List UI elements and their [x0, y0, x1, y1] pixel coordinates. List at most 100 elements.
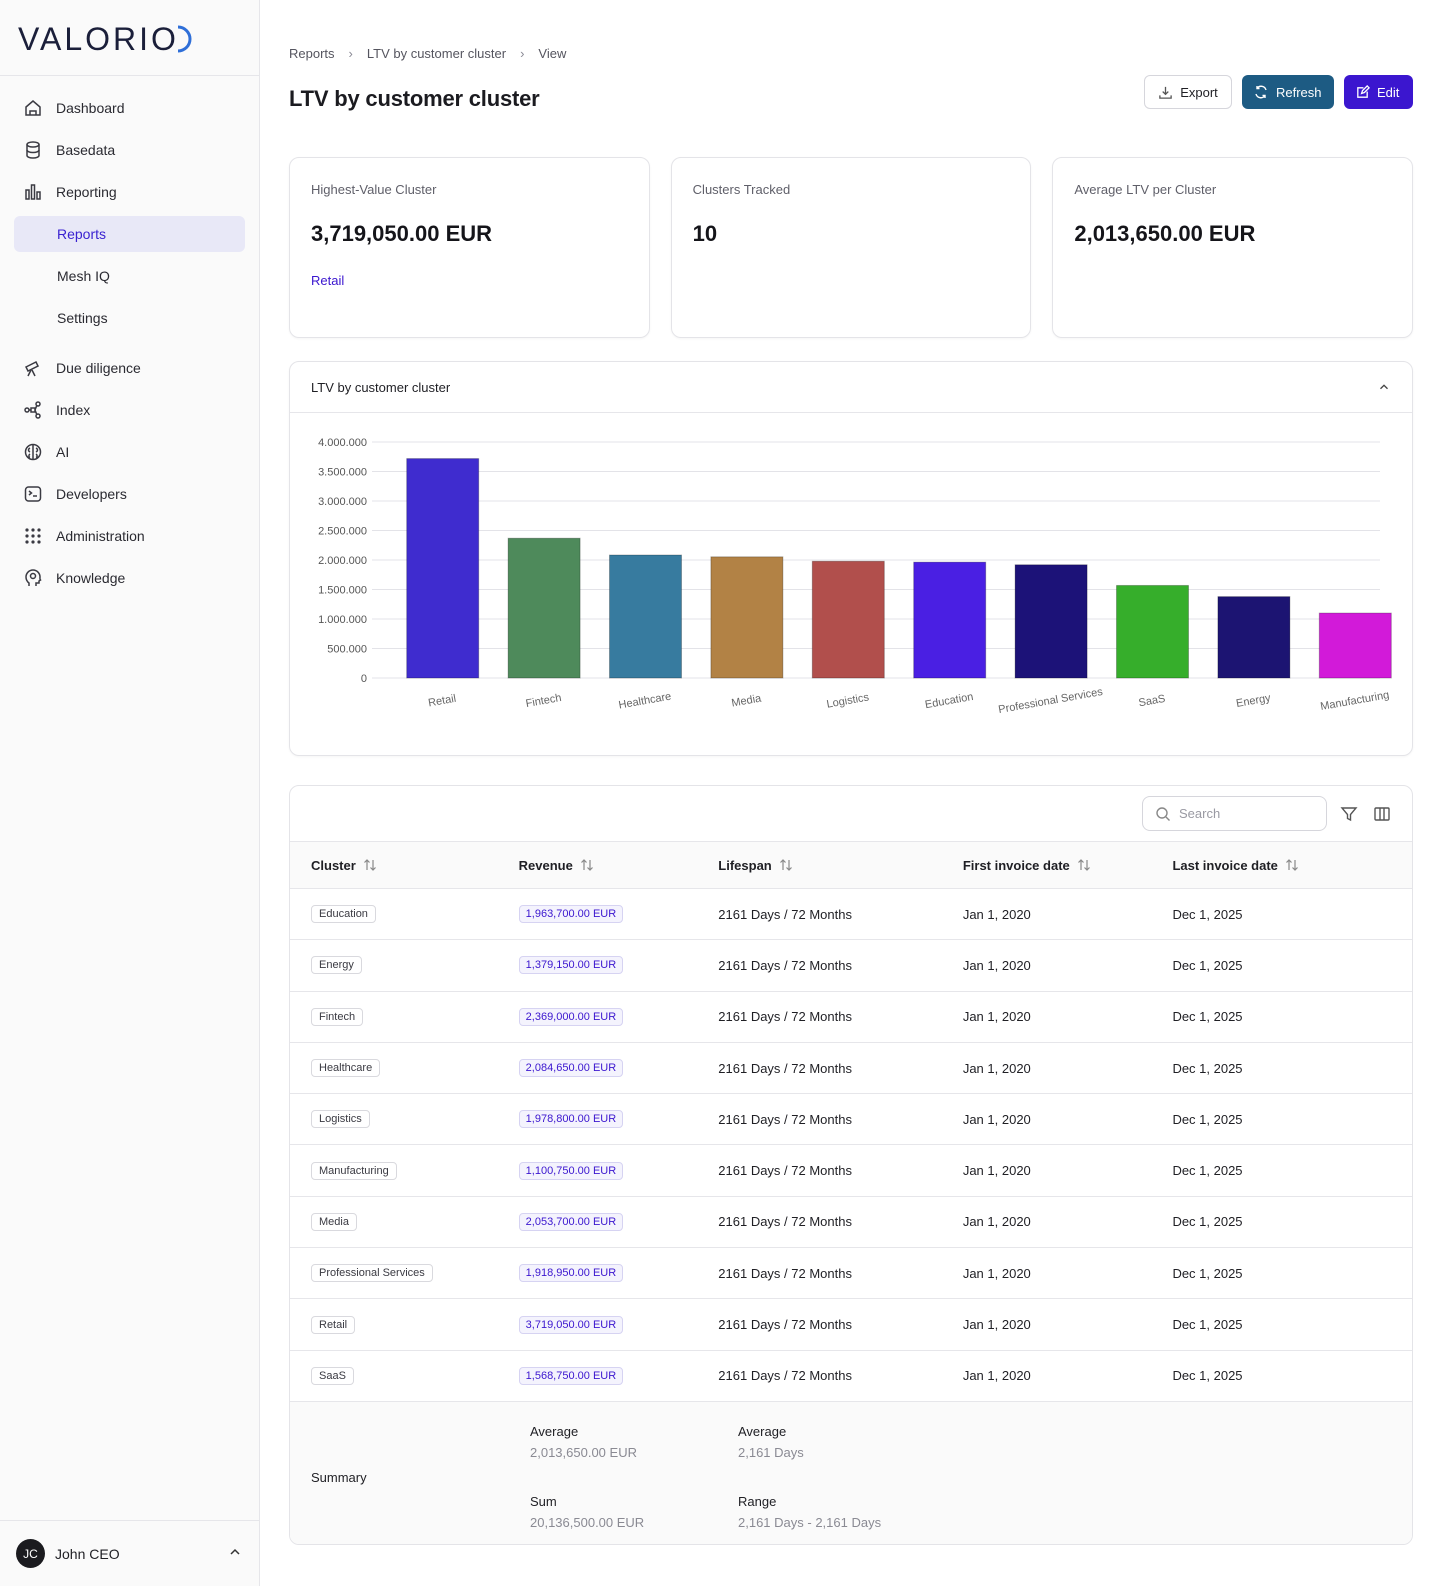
table-toolbar — [290, 786, 1412, 842]
bar-manufacturing[interactable] — [1318, 612, 1392, 679]
column-header-cluster[interactable]: Cluster — [290, 857, 500, 873]
sort-icon[interactable] — [1284, 857, 1300, 873]
avatar: JC — [16, 1539, 45, 1568]
kpi-label: Highest-Value Cluster — [311, 182, 437, 197]
edit-icon — [1357, 84, 1370, 98]
column-header-lifespan[interactable]: Lifespan — [718, 857, 963, 873]
table-row[interactable]: Logistics 1,978,800.00 EUR 2161 Days / 72 … — [290, 1094, 1412, 1146]
revenue-tag: 1,379,150.00 EUR — [518, 956, 624, 975]
sidebar-item-ai[interactable]: AI — [14, 434, 245, 470]
breadcrumb-report-name[interactable]: LTV by customer cluster — [366, 46, 507, 61]
x-tick-label: Media — [731, 692, 763, 709]
bar-education[interactable] — [913, 561, 987, 679]
x-tick-label: Education — [924, 691, 974, 711]
search-input[interactable] — [1179, 806, 1309, 821]
cell-last-invoice: Dec 1, 2025 — [1172, 906, 1243, 922]
bar-fintech[interactable] — [507, 537, 581, 679]
refresh-button[interactable]: Refresh — [1242, 75, 1334, 109]
x-tick-label: Manufacturing — [1319, 689, 1390, 713]
column-header-last-invoice[interactable]: Last invoice date — [1172, 857, 1412, 873]
sidebar-item-mesh-iq[interactable]: Mesh IQ — [14, 258, 245, 294]
sidebar-item-dashboard[interactable]: Dashboard — [14, 90, 245, 126]
download-icon — [1159, 86, 1172, 99]
edit-button[interactable]: Edit — [1344, 75, 1413, 109]
table-row[interactable]: Manufacturing 1,100,750.00 EUR 2161 Days /… — [290, 1145, 1412, 1197]
kpi-value: 3,719,050.00 EUR — [311, 221, 493, 246]
cell-last-invoice: Dec 1, 2025 — [1172, 1317, 1243, 1333]
sidebar-item-label: Reporting — [56, 184, 117, 200]
breadcrumb-reports[interactable]: Reports — [289, 46, 335, 61]
sidebar-item-settings[interactable]: Settings — [14, 300, 245, 336]
user-menu[interactable]: JC John CEO — [0, 1520, 259, 1586]
y-tick-label: 500.000 — [327, 644, 367, 656]
sort-icon[interactable] — [778, 857, 794, 873]
table-row[interactable]: SaaS 1,568,750.00 EUR 2161 Days / 72 Month… — [290, 1351, 1412, 1402]
columns-icon[interactable] — [1373, 805, 1391, 823]
table-row[interactable]: Fintech 2,369,000.00 EUR 2161 Days / 72 Mo… — [290, 992, 1412, 1043]
sort-icon[interactable] — [579, 857, 595, 873]
cell-last-invoice: Dec 1, 2025 — [1172, 1111, 1243, 1127]
cluster-tag: Fintech — [311, 1007, 364, 1026]
column-header-revenue[interactable]: Revenue — [500, 857, 719, 873]
kpi-cluster-link[interactable]: Retail — [311, 273, 345, 288]
cell-first-invoice: Jan 1, 2020 — [962, 1265, 1031, 1281]
sort-icon[interactable] — [1076, 857, 1092, 873]
bar-healthcare[interactable] — [609, 554, 682, 679]
sidebar-item-label: Basedata — [56, 142, 116, 158]
bar-logistics[interactable] — [811, 560, 885, 679]
chevron-up-icon[interactable] — [227, 1544, 243, 1563]
cell-cluster: Energy — [290, 956, 500, 975]
summary-value: 2,161 Days — [738, 1444, 804, 1460]
cell-last-invoice: Dec 1, 2025 — [1172, 1060, 1243, 1076]
sidebar-item-reports[interactable]: Reports — [14, 216, 245, 252]
cell-cluster: Education — [290, 905, 500, 924]
table-row[interactable]: Retail 3,719,050.00 EUR 2161 Days / 72 Mon… — [290, 1299, 1412, 1351]
chevron-right-icon: › — [348, 46, 353, 61]
table-body: Education 1,963,700.00 EUR 2161 Days / 72 … — [290, 889, 1412, 1402]
sidebar-item-reporting[interactable]: Reporting — [14, 174, 245, 210]
bar-saas[interactable] — [1116, 584, 1189, 679]
cluster-tag: Logistics — [311, 1110, 370, 1129]
bar-energy[interactable] — [1217, 596, 1291, 679]
sidebar-item-administration[interactable]: Administration — [14, 518, 245, 554]
data-table-card: Cluster Revenue Lifespan First invoice d… — [289, 785, 1413, 1545]
sidebar-item-due-diligence[interactable]: Due diligence — [14, 350, 245, 386]
cell-first-invoice: Jan 1, 2020 — [962, 1009, 1031, 1025]
brand-logo[interactable]: VALORIO — [0, 0, 259, 76]
column-header-first-invoice[interactable]: First invoice date — [963, 857, 1173, 873]
table-row[interactable]: Media 2,053,700.00 EUR 2161 Days / 72 Mont… — [290, 1197, 1412, 1249]
cluster-tag: SaaS — [311, 1366, 354, 1385]
summary-value: 20,136,500.00 EUR — [530, 1514, 645, 1530]
bar-retail[interactable] — [406, 458, 480, 679]
sidebar-item-label: Settings — [57, 310, 108, 326]
cell-first-invoice: Jan 1, 2020 — [962, 1368, 1031, 1384]
cell-last-invoice: Dec 1, 2025 — [1172, 1214, 1243, 1230]
filter-icon[interactable] — [1340, 805, 1358, 823]
bar-media[interactable] — [710, 556, 784, 679]
sidebar-item-index[interactable]: Index — [14, 392, 245, 428]
x-tick-label: Professional Services — [997, 686, 1104, 716]
sidebar-item-developers[interactable]: Developers — [14, 476, 245, 512]
table-row[interactable]: Professional Services 1,918,950.00 EUR 216… — [290, 1248, 1412, 1300]
sidebar-item-basedata[interactable]: Basedata — [14, 132, 245, 168]
column-label: First invoice date — [962, 857, 1070, 873]
table-row[interactable]: Education 1,963,700.00 EUR 2161 Days / 72 … — [290, 889, 1412, 941]
cell-last-invoice: Dec 1, 2025 — [1172, 1368, 1243, 1384]
export-button[interactable]: Export — [1144, 75, 1232, 109]
chart-card-header[interactable]: LTV by customer cluster — [290, 362, 1412, 413]
table-row[interactable]: Healthcare 2,084,650.00 EUR 2161 Days / 72… — [290, 1043, 1412, 1095]
cell-lifespan: 2161 Days / 72 Months — [718, 957, 852, 973]
revenue-tag: 2,053,700.00 EUR — [518, 1212, 624, 1231]
cluster-tag: Manufacturing — [311, 1161, 397, 1180]
cluster-tag: Retail — [311, 1315, 356, 1334]
y-tick-label: 1.000.000 — [318, 614, 367, 626]
cell-lifespan: 2161 Days / 72 Months — [718, 1163, 852, 1179]
table-row[interactable]: Energy 1,379,150.00 EUR 2161 Days / 72 Mon… — [290, 940, 1412, 992]
sort-icon[interactable] — [362, 857, 378, 873]
search-box[interactable] — [1142, 796, 1327, 831]
cell-cluster: Healthcare — [290, 1059, 500, 1078]
chevron-up-icon[interactable] — [1377, 380, 1391, 394]
bar-professional-services[interactable] — [1014, 564, 1088, 679]
sidebar-item-knowledge[interactable]: Knowledge — [14, 560, 245, 596]
cell-first-invoice: Jan 1, 2020 — [962, 1111, 1031, 1127]
